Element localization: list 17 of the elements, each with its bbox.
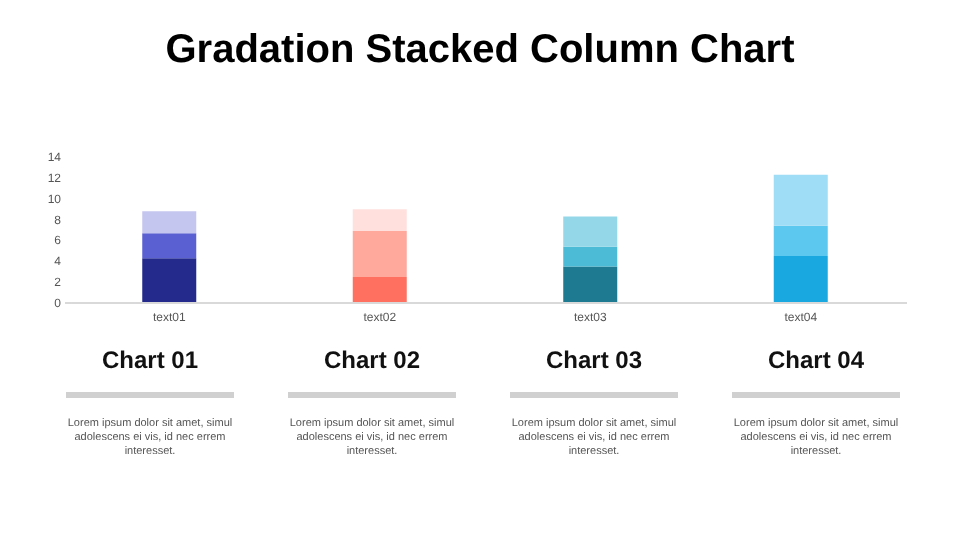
- chart-title: Gradation Stacked Column Chart: [163, 28, 797, 74]
- caption: Chart 03: [543, 344, 645, 376]
- bar: [142, 211, 197, 234]
- bar: [142, 258, 197, 302]
- bar: [773, 174, 828, 226]
- bar: [352, 209, 407, 232]
- caption: Chart 01: [99, 344, 201, 376]
- bar: [563, 266, 618, 302]
- bar: [142, 233, 197, 259]
- bar: [352, 231, 407, 277]
- bar: [563, 216, 618, 247]
- bar: [563, 246, 618, 267]
- caption: Chart 04: [765, 344, 867, 376]
- bar: [352, 276, 407, 302]
- caption: Chart 02: [321, 344, 423, 376]
- bar: [773, 225, 828, 257]
- bar: [773, 256, 828, 302]
